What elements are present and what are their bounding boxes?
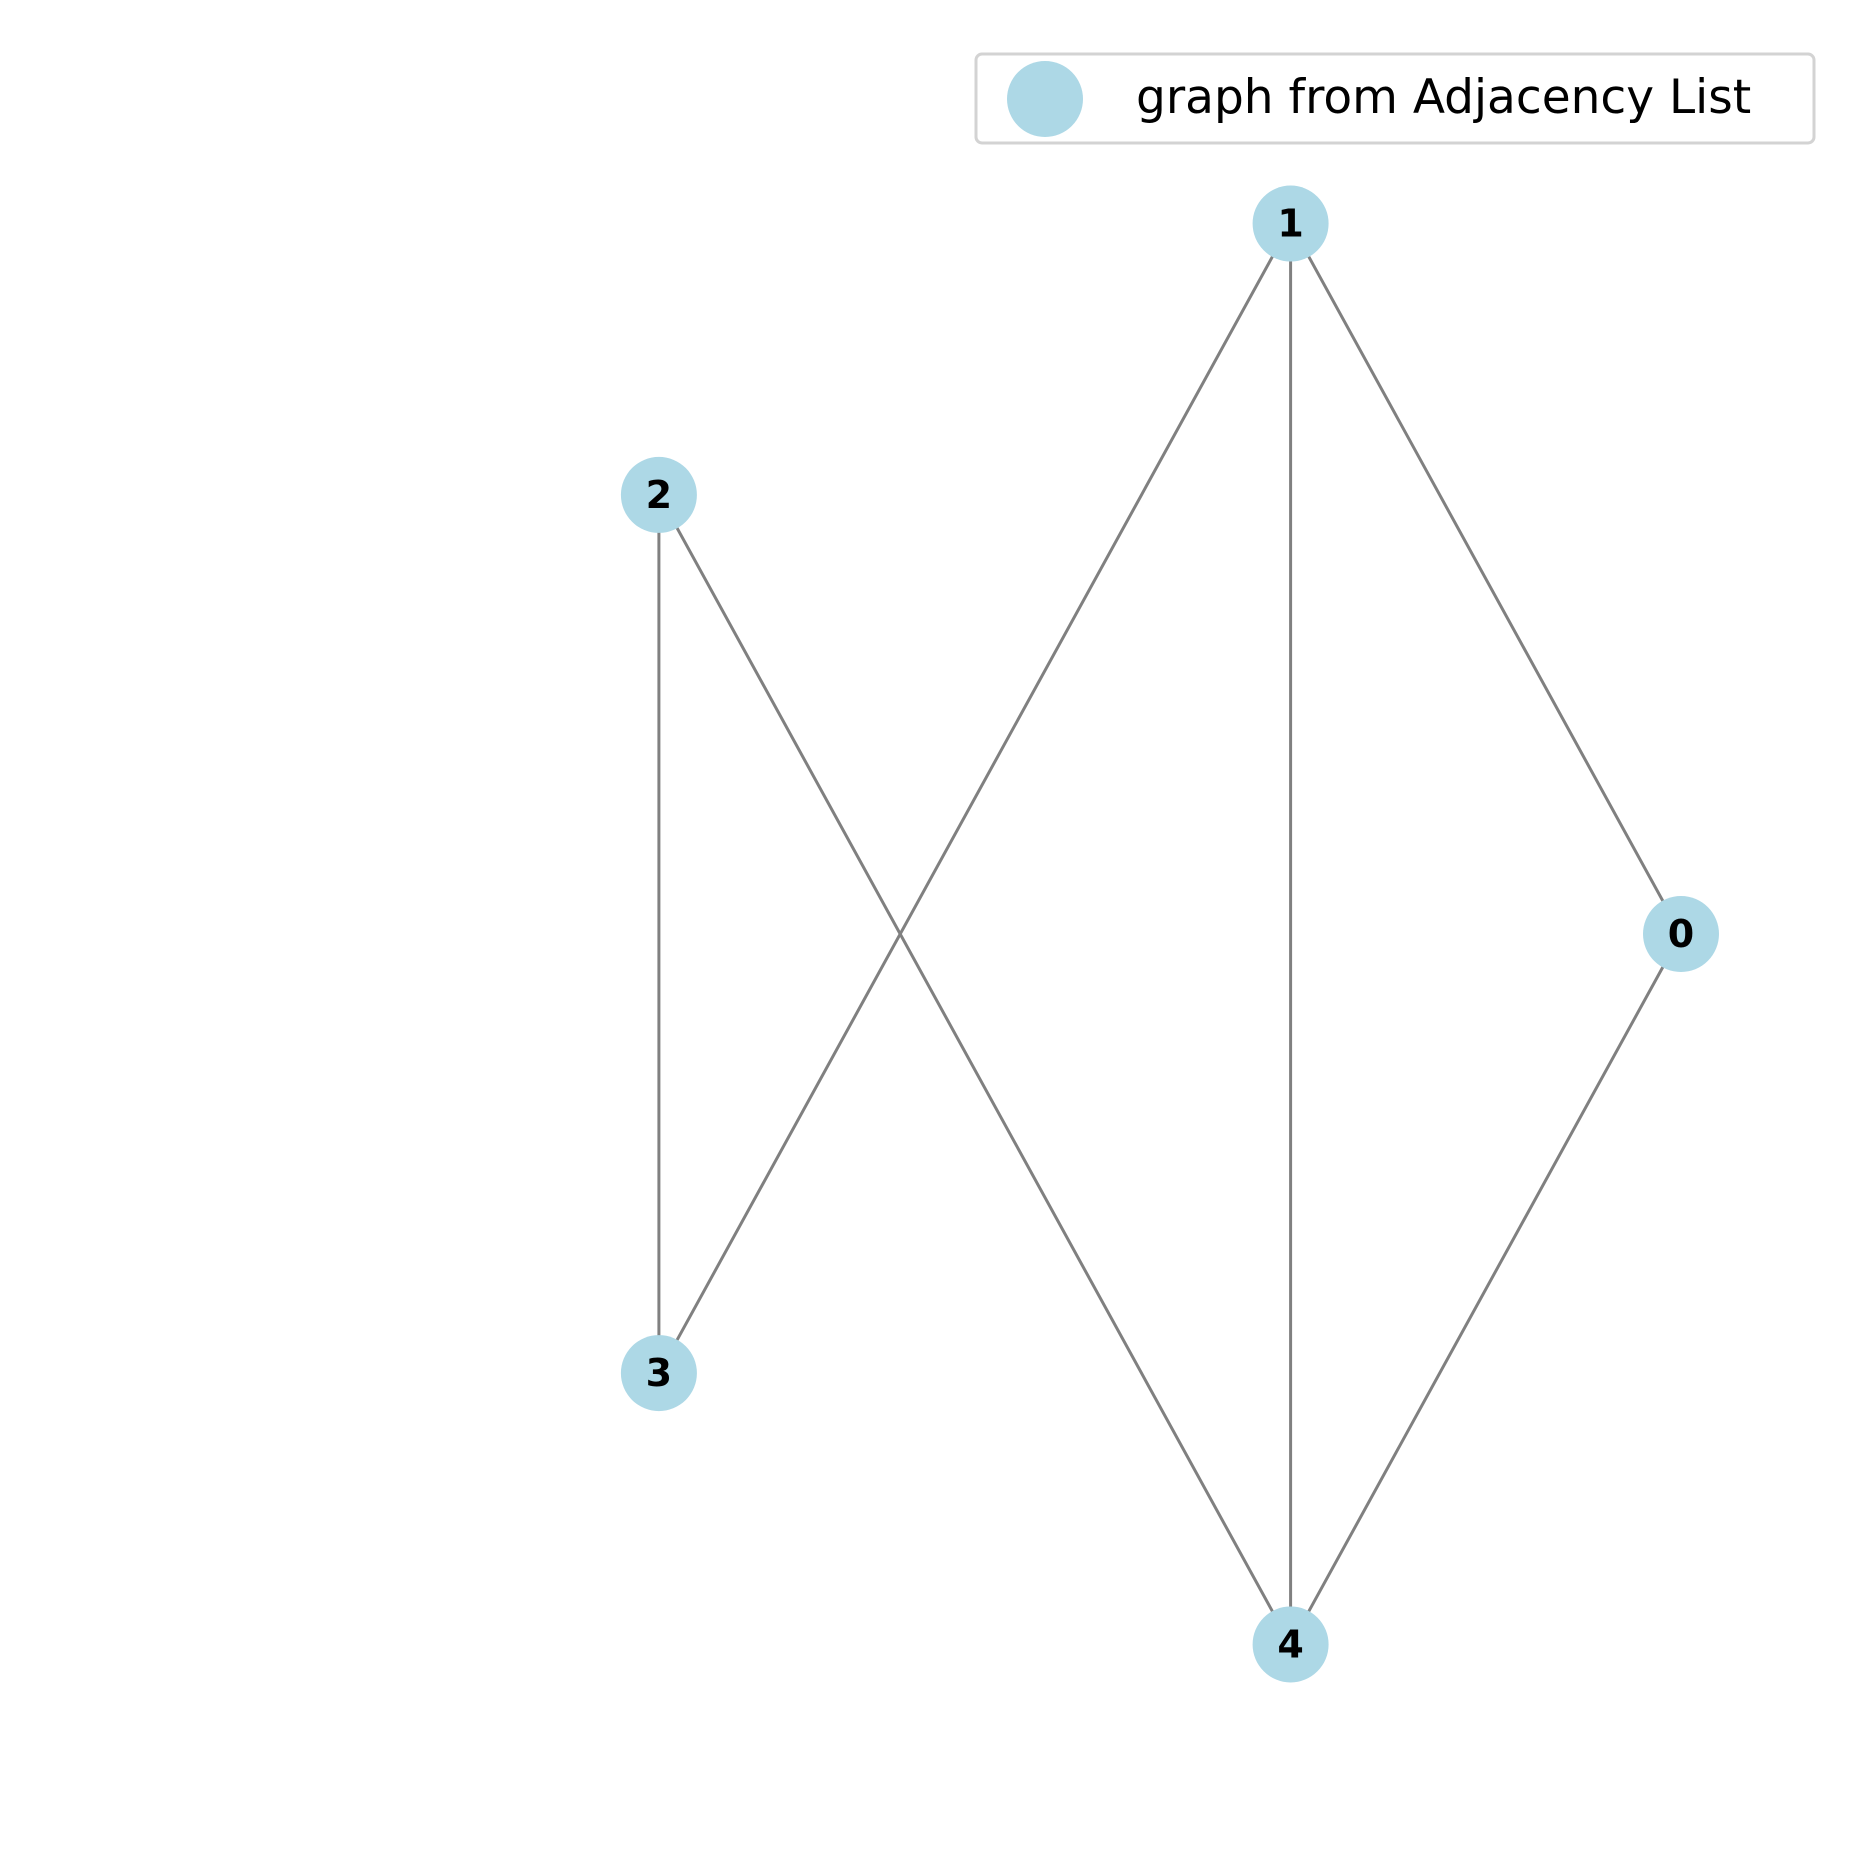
node-2: 2 — [620, 456, 697, 533]
node-4: 4 — [1252, 1606, 1329, 1683]
node-label-4: 4 — [1277, 1622, 1303, 1666]
edge-0-4 — [1289, 932, 1683, 1646]
node-layer: 0 1 2 3 4 — [620, 185, 1719, 1683]
node-circle-1 — [1252, 185, 1329, 262]
legend-label: graph from Adjacency List — [1136, 70, 1751, 125]
node-circle-2 — [620, 456, 697, 533]
node-label-2: 2 — [646, 473, 672, 517]
edge-0-1 — [1289, 222, 1683, 936]
edge-layer — [657, 222, 1683, 1646]
node-1: 1 — [1252, 185, 1329, 262]
edge-2-4 — [657, 493, 1293, 1646]
node-label-1: 1 — [1277, 202, 1303, 246]
legend-box — [974, 52, 1816, 145]
legend-marker — [1007, 61, 1083, 137]
node-label-0: 0 — [1668, 912, 1694, 956]
node-3: 3 — [620, 1335, 697, 1412]
node-circle-0 — [1643, 896, 1719, 972]
edge-1-3 — [657, 222, 1293, 1375]
node-label-3: 3 — [646, 1351, 672, 1395]
node-0: 0 — [1643, 896, 1719, 972]
legend: graph from Adjacency List — [974, 52, 1816, 145]
node-circle-3 — [620, 1335, 697, 1412]
node-circle-4 — [1252, 1606, 1329, 1683]
